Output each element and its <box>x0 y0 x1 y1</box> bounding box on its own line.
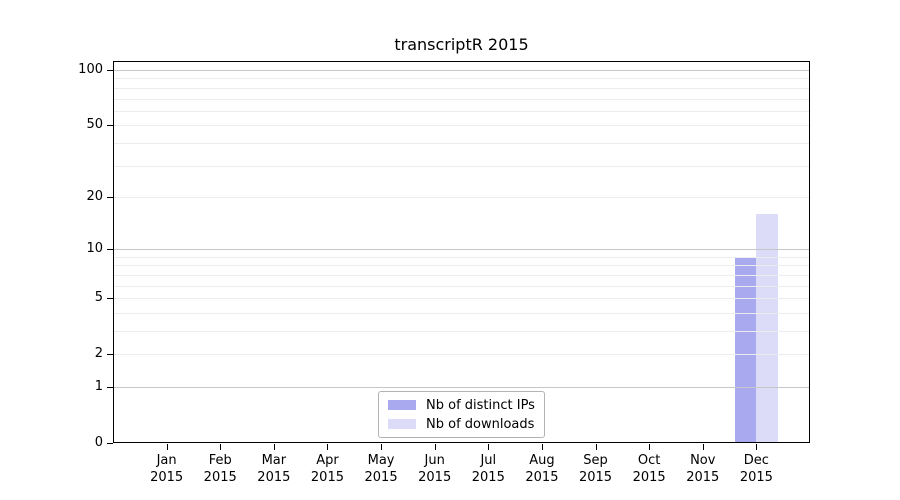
y-major-gridline <box>114 386 809 388</box>
x-tick-label: Jan 2015 <box>139 452 195 486</box>
x-tick <box>596 444 597 450</box>
x-tick <box>756 444 757 450</box>
plot-area <box>113 61 810 443</box>
x-tick-month: Mar <box>261 453 287 468</box>
legend-label: Nb of downloads <box>426 416 535 432</box>
y-major-gridline <box>114 249 809 251</box>
y-tick-label: 0 <box>94 435 103 450</box>
x-tick-year: 2015 <box>418 470 452 485</box>
y-tick <box>107 125 113 126</box>
x-tick-month: Oct <box>637 453 661 468</box>
chart-title: transcriptR 2015 <box>394 35 529 54</box>
bar-distinct-ips <box>734 256 757 442</box>
y-tick-label: 10 <box>86 241 103 257</box>
x-tick-month: Dec <box>743 453 769 468</box>
bar-downloads <box>756 214 778 442</box>
x-tick <box>542 444 543 450</box>
legend-label: Nb of distinct IPs <box>426 397 535 413</box>
y-minor-gridline <box>114 354 809 356</box>
x-tick-year: 2015 <box>257 470 291 485</box>
y-minor-gridline <box>114 274 809 276</box>
x-tick-label: Jul 2015 <box>460 452 516 486</box>
x-tick-month: Aug <box>529 453 555 468</box>
y-minor-gridline <box>114 165 809 167</box>
x-tick <box>220 444 221 450</box>
x-tick <box>274 444 275 450</box>
x-tick <box>381 444 382 450</box>
legend-swatch <box>388 419 416 429</box>
x-tick-label: Feb 2015 <box>192 452 248 486</box>
x-tick-label: Aug 2015 <box>514 452 570 486</box>
y-tick-label: 50 <box>86 117 103 133</box>
y-tick-label: 20 <box>86 188 103 204</box>
legend-item: Nb of distinct IPs <box>388 397 535 413</box>
x-tick-month: May <box>367 453 395 468</box>
x-tick-label: Mar 2015 <box>246 452 302 486</box>
y-tick <box>107 298 113 299</box>
y-tick-label: 5 <box>94 290 103 306</box>
y-minor-gridline <box>114 98 809 100</box>
x-tick-label: May 2015 <box>353 452 409 486</box>
y-minor-gridline <box>114 256 809 258</box>
x-tick <box>167 444 168 450</box>
y-minor-gridline <box>114 78 809 80</box>
y-minor-gridline <box>114 125 809 127</box>
y-tick <box>107 354 113 355</box>
y-tick-label: 1 <box>94 378 103 394</box>
y-tick <box>107 70 113 71</box>
x-tick <box>488 444 489 450</box>
y-minor-gridline <box>114 196 809 198</box>
y-tick <box>107 387 113 388</box>
y-minor-gridline <box>114 298 809 300</box>
x-tick-label: Oct 2015 <box>621 452 677 486</box>
y-tick <box>107 249 113 250</box>
x-tick-year: 2015 <box>632 470 666 485</box>
x-tick-label: Apr 2015 <box>299 452 355 486</box>
x-tick-label: Jun 2015 <box>407 452 463 486</box>
y-minor-gridline <box>114 110 809 112</box>
y-major-gridline <box>114 70 809 72</box>
x-tick-year: 2015 <box>686 470 720 485</box>
x-tick-year: 2015 <box>739 470 773 485</box>
y-minor-gridline <box>114 330 809 332</box>
x-tick-year: 2015 <box>578 470 613 485</box>
legend: Nb of distinct IPs Nb of downloads <box>378 391 545 438</box>
legend-item: Nb of downloads <box>388 416 535 432</box>
y-minor-gridline <box>114 312 809 314</box>
y-minor-gridline <box>114 87 809 89</box>
x-tick-month: Sep <box>583 453 608 468</box>
x-tick-month: Jan <box>156 453 177 468</box>
x-tick-month: Jun <box>424 453 445 468</box>
x-tick-month: Nov <box>690 453 716 468</box>
x-tick-label: Nov 2015 <box>675 452 731 486</box>
y-minor-gridline <box>114 142 809 144</box>
x-tick-label: Dec 2015 <box>728 452 784 486</box>
y-minor-gridline <box>114 265 809 267</box>
x-tick-month: Feb <box>208 453 232 468</box>
x-tick-year: 2015 <box>310 470 344 485</box>
x-tick-year: 2015 <box>150 470 184 485</box>
x-tick-year: 2015 <box>525 470 559 485</box>
legend-swatch <box>388 400 416 410</box>
x-tick-year: 2015 <box>471 470 505 485</box>
x-tick-label: Sep 2015 <box>568 452 624 486</box>
x-tick-month: Jul <box>480 453 497 468</box>
x-tick-year: 2015 <box>364 470 398 485</box>
x-tick-year: 2015 <box>203 470 237 485</box>
x-tick-month: Apr <box>316 453 339 468</box>
x-tick <box>435 444 436 450</box>
y-tick-label: 2 <box>94 346 103 362</box>
y-tick <box>107 197 113 198</box>
y-tick-label: 100 <box>78 62 103 78</box>
x-tick <box>327 444 328 450</box>
y-tick <box>107 443 113 444</box>
x-tick <box>703 444 704 450</box>
y-minor-gridline <box>114 285 809 287</box>
x-tick <box>649 444 650 450</box>
